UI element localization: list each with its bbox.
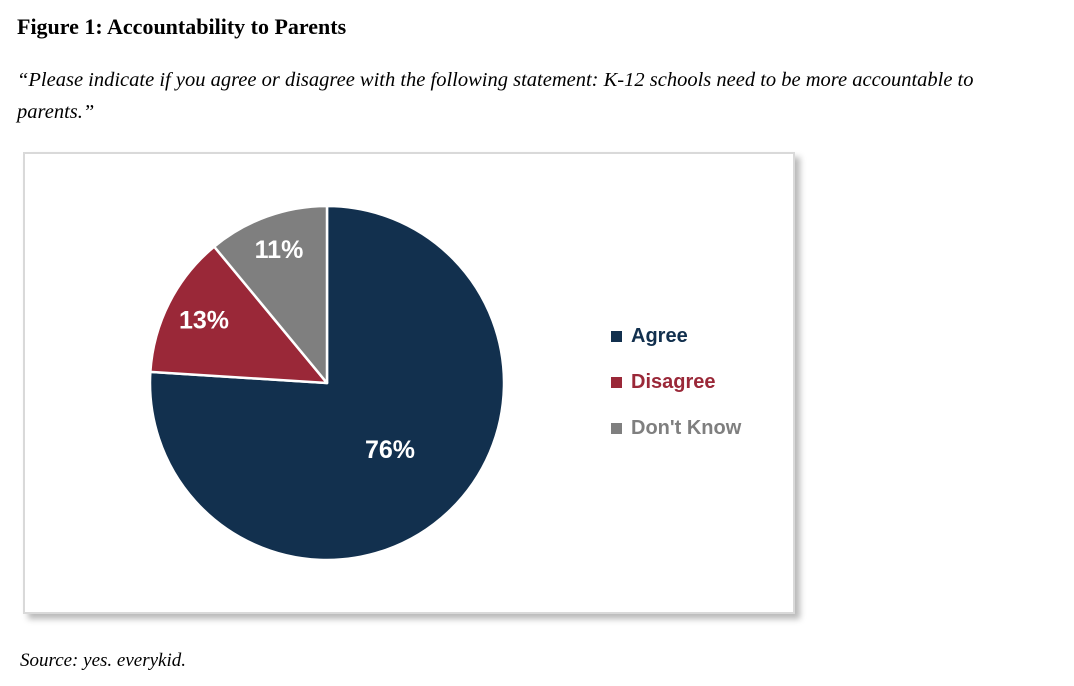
pie-data-label: 76% [365,436,415,464]
legend-item-agree: Agree [611,323,741,349]
pie-slice-disagree [149,245,329,385]
survey-question-quote: “Please indicate if you agree or disagre… [17,69,974,123]
legend-swatch-agree [611,330,622,342]
pie-slice-agree [148,204,506,562]
legend-label-agree: Agree [631,324,688,347]
pie-data-label: 13% [179,306,229,334]
legend-item-dont-know: Don't Know [611,415,741,441]
legend-swatch-disagree [611,376,622,388]
pie-slice-don-t-know [212,204,329,385]
chart-panel: 76% 13% 11% Agree Disagree Don't Know [23,152,795,614]
legend-label-disagree: Disagree [631,370,716,393]
pie-data-label: 11% [255,236,304,264]
source-note: Source: yes. everykid. [20,650,186,671]
chart-legend: Agree Disagree Don't Know [611,323,741,461]
legend-item-disagree: Disagree [611,369,741,395]
figure-title: Figure 1: Accountability to Parents [17,14,347,39]
pie-chart: 76% 13% 11% [148,204,506,562]
legend-label-dont-know: Don't Know [631,416,742,439]
legend-swatch-dont-know [611,422,622,434]
